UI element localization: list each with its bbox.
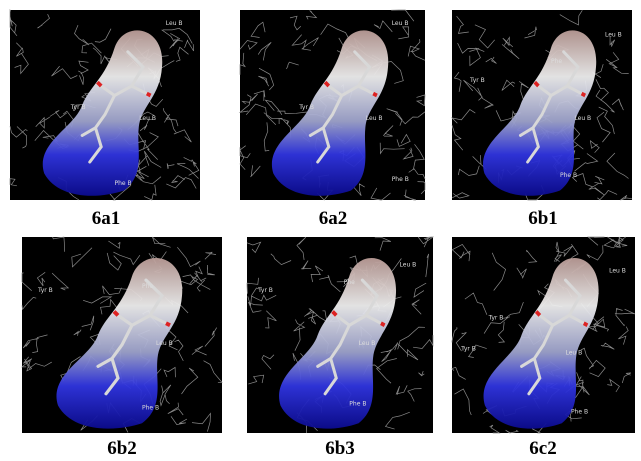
docking-panel: Phe Tyr B Leu B Phe B 6b2	[22, 237, 222, 459]
residue-label: Tyr B	[460, 346, 476, 353]
residue-label: Tyr B	[70, 104, 86, 111]
panel-label: 6a2	[319, 208, 348, 229]
panel-label: 6b3	[325, 438, 355, 459]
residue-label: Leu B	[400, 261, 417, 268]
residue-label: Leu B	[359, 340, 376, 347]
docking-panel: Leu B Tyr B Tyr B Leu B Phe B 6c2	[452, 237, 635, 459]
panel-label: 6a1	[92, 208, 121, 229]
docking-panel: Leu B Tyr B Leu B Phe B 6a1	[10, 10, 200, 229]
residue-label: Phe B	[392, 176, 409, 183]
residue-label: Leu B	[366, 115, 383, 122]
residue-label: Tyr B	[37, 287, 53, 294]
residue-label: Tyr B	[298, 104, 314, 111]
residue-label: Phe B	[142, 404, 159, 411]
panel-label: 6b2	[107, 438, 137, 459]
panel-label: 6c2	[529, 438, 556, 459]
residue-label: Phe B	[571, 408, 588, 415]
docking-panel: Leu B Phe Tyr B Leu B Phe B 6b3	[247, 237, 433, 459]
residue-label: Tyr B	[469, 77, 485, 84]
panel-label: 6b1	[528, 208, 558, 229]
docking-panel: Leu B Phe Tyr B Leu B Phe B 6b1	[452, 10, 632, 229]
residue-label: Leu B	[392, 20, 409, 27]
residue-label: Leu B	[609, 267, 626, 274]
residue-label: Leu B	[565, 350, 582, 357]
residue-label: Phe B	[560, 172, 577, 179]
residue-label: Tyr B	[257, 287, 273, 294]
residue-label: Leu B	[156, 340, 173, 347]
residue-label: Leu B	[605, 32, 622, 39]
residue-label: Leu B	[166, 20, 183, 27]
residue-label: Tyr B	[488, 314, 504, 321]
residue-label: Phe B	[349, 401, 366, 408]
residue-label: Phe	[344, 279, 355, 286]
residue-label: Phe	[551, 58, 562, 65]
docking-panel: Leu B Tyr B Leu B Phe B 6a2	[240, 10, 425, 229]
residue-label: Phe	[142, 283, 153, 290]
residue-label: Phe B	[115, 180, 132, 187]
residue-label: Leu B	[574, 115, 591, 122]
figure: Leu BTyr BLeu BPhe B6a1Leu BTyr BLeu BPh…	[0, 0, 641, 461]
residue-label: Leu B	[139, 115, 156, 122]
